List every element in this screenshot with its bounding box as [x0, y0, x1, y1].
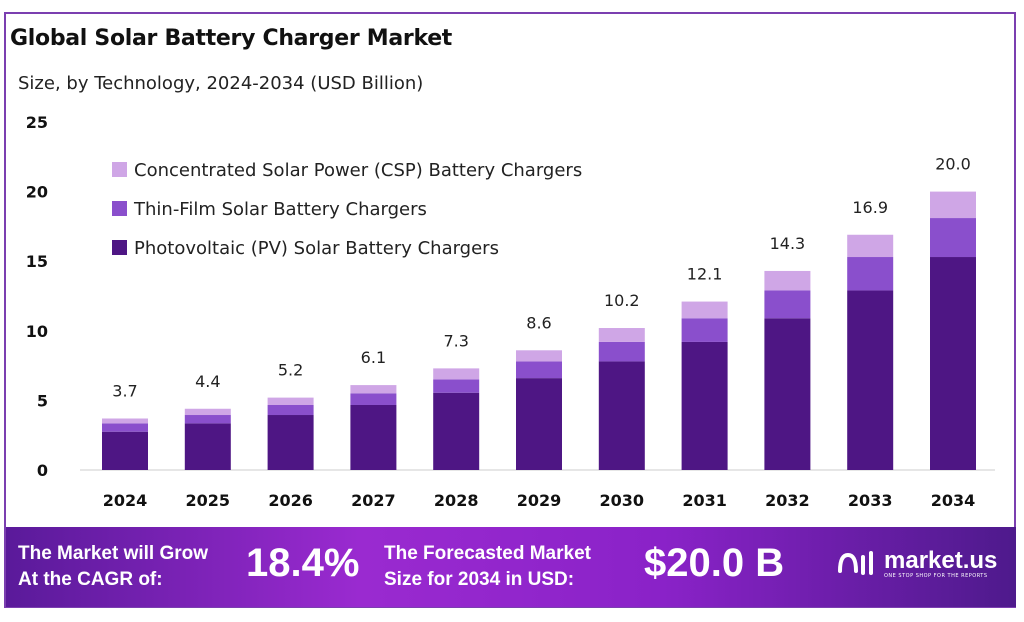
forecast-value: $20.0 B: [644, 541, 785, 585]
total-data-label: 8.6: [526, 313, 551, 332]
legend-label: Concentrated Solar Power (CSP) Battery C…: [134, 160, 582, 181]
forecast-label-line1: The Forecasted Market: [384, 543, 591, 564]
chart-subtitle: Size, by Technology, 2024-2034 (USD Bill…: [18, 73, 424, 94]
legend-label: Photovoltaic (PV) Solar Battery Chargers: [134, 238, 499, 259]
total-data-label: 10.2: [604, 291, 640, 310]
legend-swatch: [112, 240, 127, 255]
total-data-label: 16.9: [852, 198, 888, 217]
bar-segment: [433, 392, 480, 470]
total-data-label: 7.3: [443, 331, 468, 350]
bar-segment: [847, 257, 894, 291]
bar-segment: [681, 341, 728, 470]
bar-segment: [102, 431, 148, 470]
bar-segment: [598, 328, 645, 342]
legend-swatch: [112, 162, 127, 177]
bar-segment: [516, 361, 562, 379]
y-tick-label: 15: [26, 252, 48, 271]
chart-frame: [4, 12, 1016, 608]
marketus-logo: market.us ONE STOP SHOP FOR THE REPORTS: [836, 549, 997, 579]
x-tick-label: 2031: [682, 491, 727, 510]
bar-segment: [930, 218, 976, 258]
bar-segment: [516, 350, 562, 362]
bar-segment: [930, 191, 976, 219]
bar-segment: [433, 379, 480, 393]
bar-segment: [516, 378, 562, 470]
logo-mark-icon: [838, 551, 873, 575]
y-tick-label: 10: [26, 322, 48, 341]
bar-segment: [184, 415, 231, 424]
bar-segment: [350, 393, 397, 405]
total-data-label: 20.0: [935, 155, 971, 174]
chart-title: Global Solar Battery Charger Market: [10, 26, 453, 51]
footer-banner: The Market will Grow At the CAGR of: 18.…: [6, 527, 1016, 607]
stacked-bar-chart: 05101520253.720244.420255.220266.120277.…: [26, 113, 995, 510]
total-data-label: 3.7: [112, 381, 137, 400]
bar-segment: [433, 368, 480, 380]
x-tick-label: 2027: [351, 491, 396, 510]
total-data-label: 4.4: [195, 372, 220, 391]
bar-segment: [681, 318, 728, 342]
x-tick-label: 2034: [931, 491, 976, 510]
bar-segment: [598, 361, 645, 470]
bar-segment: [184, 408, 231, 416]
total-data-label: 6.1: [361, 348, 386, 367]
x-tick-label: 2033: [848, 491, 893, 510]
bar-segment: [267, 415, 314, 470]
bar-segment: [267, 397, 314, 405]
bar-segment: [764, 290, 811, 319]
legend-swatch: [112, 201, 127, 216]
y-tick-label: 25: [26, 113, 48, 132]
logo-name: market.us: [884, 547, 998, 574]
bar-segment: [350, 385, 397, 394]
total-data-label: 12.1: [687, 265, 723, 284]
bar-segment: [350, 404, 397, 470]
forecast-label: The Forecasted Market Size for 2034 in U…: [384, 541, 591, 593]
bar-segment: [764, 270, 811, 291]
y-tick-label: 0: [37, 461, 48, 480]
bar-segment: [847, 234, 894, 258]
x-tick-label: 2024: [103, 491, 148, 510]
bar-segment: [102, 418, 148, 424]
x-tick-label: 2029: [517, 491, 562, 510]
x-tick-label: 2026: [268, 491, 313, 510]
x-tick-label: 2028: [434, 491, 479, 510]
bar-segment: [184, 423, 231, 470]
legend-label: Thin-Film Solar Battery Chargers: [133, 199, 427, 220]
y-tick-label: 20: [26, 183, 48, 202]
cagr-label-line2: At the CAGR of:: [18, 569, 163, 590]
bar-segment: [598, 341, 645, 362]
bar-segment: [764, 318, 811, 470]
cagr-label-line1: The Market will Grow: [18, 543, 209, 564]
bar-segment: [102, 423, 148, 432]
cagr-label: The Market will Grow At the CAGR of:: [18, 541, 208, 593]
cagr-value: 18.4%: [246, 541, 360, 585]
bar-segment: [267, 404, 314, 416]
y-tick-label: 5: [37, 391, 48, 410]
bar-segment: [681, 301, 728, 319]
bar-segment: [930, 257, 976, 470]
x-tick-label: 2025: [186, 491, 231, 510]
total-data-label: 5.2: [278, 361, 303, 380]
x-tick-label: 2032: [765, 491, 810, 510]
logo-tagline: ONE STOP SHOP FOR THE REPORTS: [884, 573, 988, 579]
x-tick-label: 2030: [600, 491, 645, 510]
total-data-label: 14.3: [770, 234, 806, 253]
forecast-label-line2: Size for 2034 in USD:: [384, 569, 575, 590]
bar-segment: [847, 290, 894, 470]
